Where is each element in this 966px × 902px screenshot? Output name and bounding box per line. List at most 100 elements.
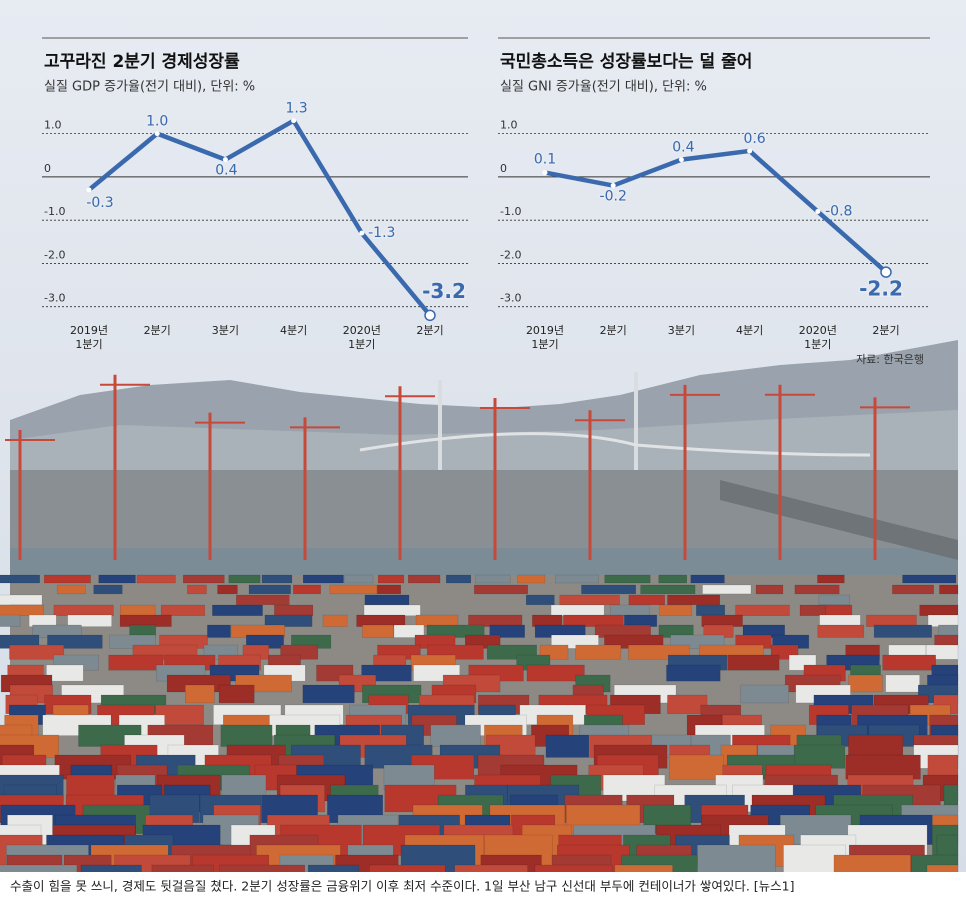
point (747, 148, 753, 154)
container (919, 604, 959, 616)
y-tick-label: -2.0 (500, 248, 521, 261)
container (0, 594, 43, 606)
container (575, 644, 622, 660)
container (659, 604, 692, 616)
x-tick-label: 2분기 (872, 324, 899, 337)
container (696, 604, 726, 616)
chart-title: 고꾸라진 2분기 경제성장률 (44, 52, 240, 72)
y-tick-label: -3.0 (44, 292, 65, 305)
container (220, 724, 273, 747)
container (377, 584, 401, 595)
container (293, 584, 321, 595)
value-label: 1.0 (146, 114, 168, 130)
value-label: -2.2 (859, 277, 903, 301)
value-label: -1.3 (368, 225, 395, 241)
container (735, 604, 790, 616)
container (274, 604, 314, 616)
point (678, 157, 684, 163)
container (0, 614, 21, 627)
container (474, 584, 529, 595)
container (217, 584, 238, 595)
container (207, 624, 231, 638)
container (136, 574, 176, 584)
container (329, 584, 378, 595)
container (236, 594, 290, 606)
container (545, 734, 590, 758)
point (291, 118, 297, 124)
x-tick-label: 2019년 1분기 (70, 324, 108, 351)
container (56, 584, 86, 595)
container (818, 594, 850, 606)
line (544, 148, 888, 274)
point (222, 157, 228, 163)
container (825, 604, 853, 616)
container (393, 624, 425, 638)
container (119, 604, 156, 616)
line (87, 118, 432, 317)
value-label: 1.3 (285, 101, 307, 117)
y-tick-label: 1.0 (44, 119, 62, 132)
container (666, 664, 721, 682)
container (93, 584, 123, 595)
container (302, 574, 344, 584)
container (185, 684, 215, 704)
container (690, 574, 725, 584)
container (554, 574, 599, 584)
container (604, 574, 651, 584)
port-photo (0, 340, 959, 900)
point (154, 131, 160, 137)
container (727, 654, 780, 671)
container (0, 574, 40, 584)
y-tick-label: -1.0 (500, 205, 521, 218)
value-label: -0.3 (86, 195, 113, 211)
container (902, 574, 957, 584)
container (155, 704, 204, 725)
container (343, 574, 374, 584)
container (108, 654, 164, 671)
container (98, 574, 136, 584)
container (702, 584, 752, 595)
value-label: -0.8 (825, 204, 852, 220)
container (892, 584, 934, 595)
container (517, 574, 546, 584)
x-tick-label: 2분기 (416, 324, 443, 337)
source: 자료: 한국은행 (856, 353, 924, 366)
y-tick-label: -1.0 (44, 205, 65, 218)
container (9, 644, 65, 660)
x-tick-label: 4분기 (280, 324, 307, 337)
container (228, 574, 261, 584)
container (882, 654, 936, 671)
container (658, 574, 688, 584)
caption: 수출이 힘을 못 쓰니, 경제도 뒷걸음질 쳤다. 2분기 성장률은 금융위기 … (10, 879, 794, 894)
container (848, 734, 904, 758)
y-tick-label: -3.0 (500, 292, 521, 305)
container (581, 584, 636, 595)
caption-bg (0, 872, 966, 898)
x-tick-label: 3분기 (668, 324, 695, 337)
y-tick-label: 0 (500, 162, 507, 175)
container (610, 604, 650, 616)
point (86, 187, 92, 193)
container (755, 584, 784, 595)
chart-subtitle: 실질 GDP 증가율(전기 대비), 단위: % (44, 80, 255, 95)
x-tick-label: 2분기 (144, 324, 171, 337)
container (160, 604, 206, 616)
container (939, 584, 959, 595)
container (526, 664, 585, 682)
container (408, 574, 441, 584)
container (248, 584, 291, 595)
container (426, 624, 485, 638)
point (424, 309, 436, 322)
container (363, 604, 421, 616)
container (53, 604, 114, 616)
container (799, 604, 826, 616)
point (542, 170, 548, 176)
container (848, 674, 883, 693)
container (212, 604, 263, 616)
container (628, 594, 665, 606)
container (697, 844, 776, 878)
point (359, 230, 365, 236)
container (182, 574, 225, 584)
value-label: 0.6 (743, 131, 765, 147)
container (885, 674, 920, 693)
